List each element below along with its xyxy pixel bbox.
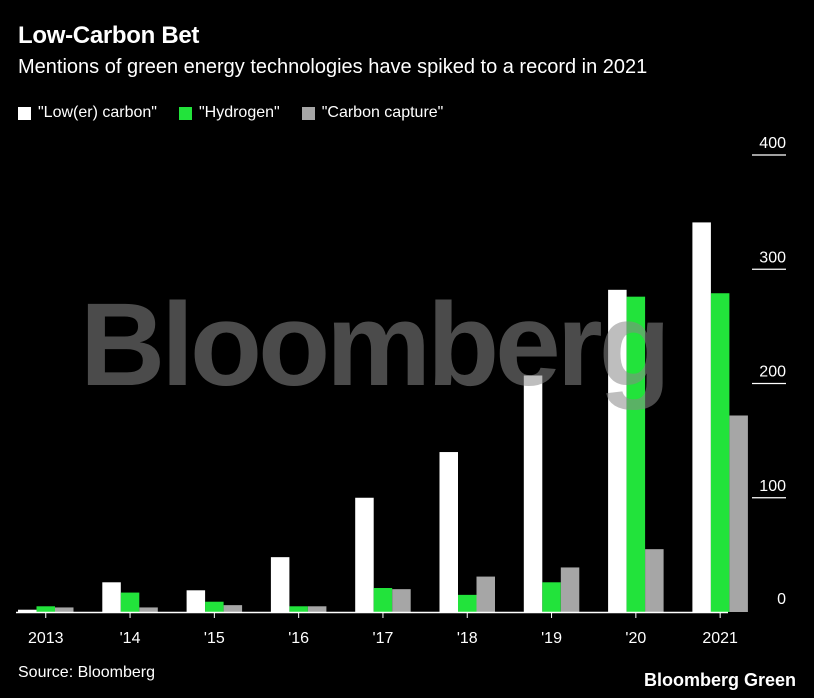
x-tick-label: '20: [625, 630, 646, 647]
source-note: Source: Bloomberg: [18, 664, 155, 681]
bar-low-carbon: [186, 590, 206, 612]
bar-hydrogen: [458, 594, 477, 612]
legend-swatch-carbon-capture: [301, 106, 315, 120]
bar-carbon-capture: [307, 606, 327, 612]
bar-hydrogen: [289, 606, 308, 612]
chart-subtitle: Mentions of green energy technologies ha…: [18, 56, 648, 78]
bar-carbon-capture: [223, 605, 243, 612]
y-tick-label: 200: [759, 364, 786, 381]
legend-item-hydrogen: "Hydrogen": [178, 104, 280, 122]
bar-carbon-capture: [560, 567, 580, 612]
bar-low-carbon: [355, 497, 374, 612]
bar-low-carbon: [692, 222, 711, 612]
chart-title: Low-Carbon Bet: [18, 22, 200, 49]
x-tick-label: '15: [204, 630, 225, 647]
bar-hydrogen: [36, 606, 55, 612]
x-tick-label: '14: [120, 630, 141, 647]
x-tick-label: 2013: [28, 630, 64, 647]
bar-hydrogen: [205, 601, 224, 612]
legend-label-low-carbon: "Low(er) carbon": [38, 104, 157, 121]
y-tick-label: 0: [777, 591, 786, 608]
bar-hydrogen: [373, 588, 393, 612]
bar-hydrogen: [626, 296, 646, 612]
bar-carbon-capture: [392, 589, 411, 612]
legend-item-carbon-capture: "Carbon capture": [301, 104, 444, 122]
bar-carbon-capture: [139, 607, 158, 612]
bar-carbon-capture: [55, 607, 74, 612]
x-tick-label: '17: [373, 630, 394, 647]
legend-label-hydrogen: "Hydrogen": [198, 104, 280, 121]
x-tick-label: '16: [288, 630, 309, 647]
bar-low-carbon: [523, 375, 543, 612]
brand-logo: Bloomberg Green: [643, 670, 796, 690]
bar-low-carbon: [270, 557, 290, 612]
x-tick-label: 2021: [702, 630, 738, 647]
bar-hydrogen: [120, 592, 140, 612]
legend-swatch-hydrogen: [178, 106, 192, 120]
legend-label-carbon-capture: "Carbon capture": [321, 104, 444, 121]
bar-low-carbon: [608, 289, 627, 612]
bar-carbon-capture: [729, 415, 748, 612]
watermark-text: Bloomberg: [80, 279, 667, 411]
x-tick-label: '19: [541, 630, 562, 647]
x-tick-label: '18: [457, 630, 478, 647]
bar-low-carbon: [102, 582, 121, 612]
y-tick-label: 100: [759, 478, 786, 495]
bar-hydrogen: [710, 293, 730, 612]
bar-low-carbon: [18, 609, 37, 612]
bar-hydrogen: [542, 582, 561, 612]
bar-carbon-capture: [645, 549, 664, 612]
legend: "Low(er) carbon" "Hydrogen" "Carbon capt…: [18, 104, 465, 122]
legend-swatch-low-carbon: [18, 106, 31, 120]
bar-low-carbon: [439, 452, 458, 612]
y-tick-label: 400: [759, 135, 786, 152]
bar-carbon-capture: [476, 576, 495, 612]
y-tick-label: 300: [759, 249, 786, 266]
legend-item-low-carbon: "Low(er) carbon": [18, 104, 157, 122]
